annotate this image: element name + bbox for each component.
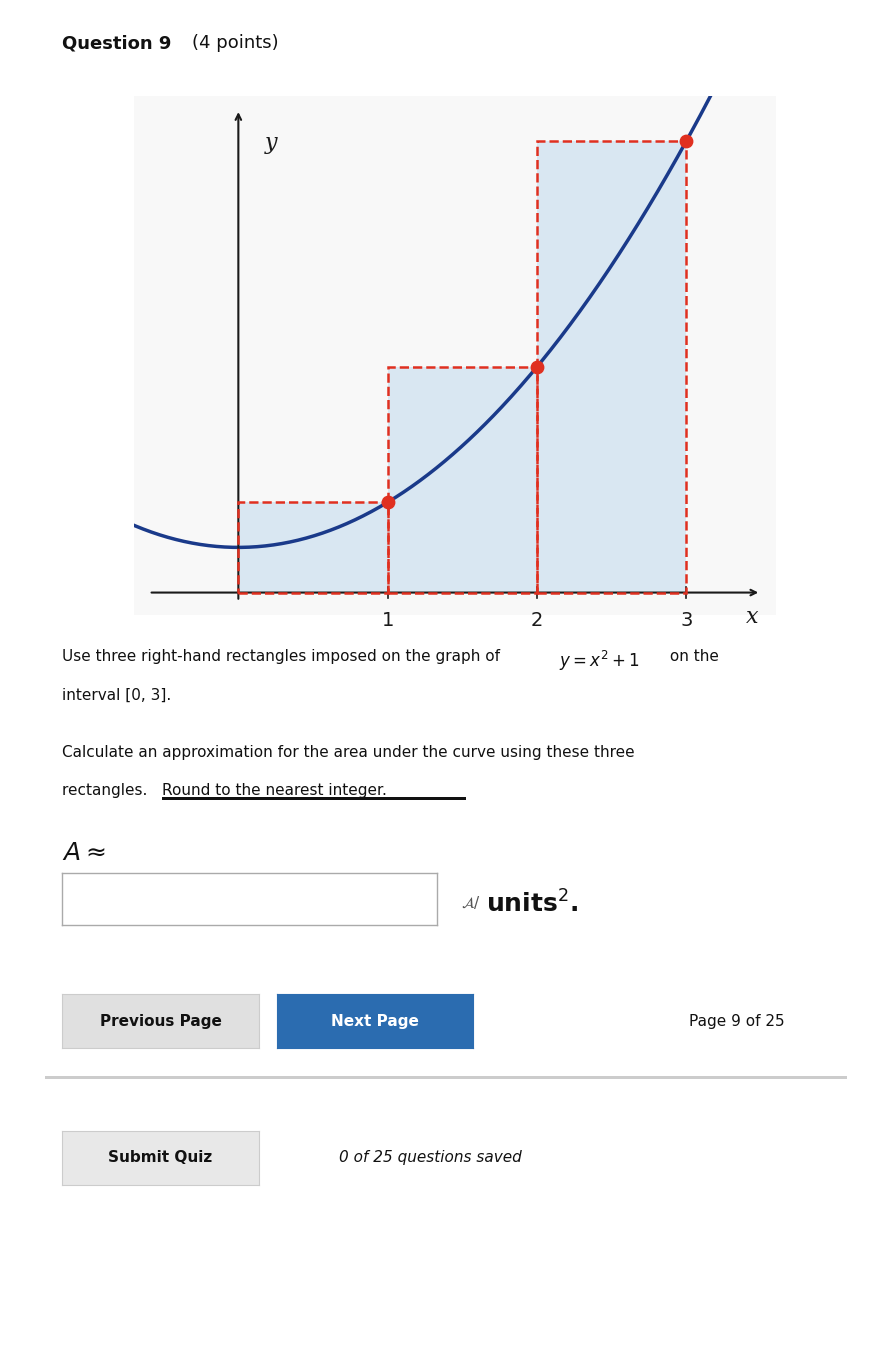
Point <box>680 130 694 152</box>
Polygon shape <box>388 366 537 592</box>
Text: Next Page: Next Page <box>331 1014 418 1028</box>
Polygon shape <box>238 502 388 592</box>
Text: $A \approx$: $A \approx$ <box>62 841 106 865</box>
Text: Previous Page: Previous Page <box>100 1014 221 1028</box>
Text: $y = x^2 + 1$: $y = x^2 + 1$ <box>559 649 640 674</box>
Text: Calculate an approximation for the area under the curve using these three: Calculate an approximation for the area … <box>62 745 635 760</box>
Text: 1: 1 <box>382 611 394 630</box>
Text: rectangles.: rectangles. <box>62 783 153 798</box>
Text: y: y <box>265 131 278 154</box>
Text: x: x <box>746 606 758 627</box>
Text: interval [0, 3].: interval [0, 3]. <box>62 688 171 703</box>
Text: on the: on the <box>665 649 718 664</box>
Text: 2: 2 <box>531 611 543 630</box>
Text: (4 points): (4 points) <box>192 34 278 52</box>
Text: 0 of 25 questions saved: 0 of 25 questions saved <box>339 1151 522 1165</box>
Text: Page 9 of 25: Page 9 of 25 <box>690 1014 785 1028</box>
Text: Use three right-hand rectangles imposed on the graph of: Use three right-hand rectangles imposed … <box>62 649 505 664</box>
Text: $\mathcal{A}$/: $\mathcal{A}$/ <box>461 894 482 912</box>
Text: Round to the nearest integer.: Round to the nearest integer. <box>162 783 387 798</box>
Polygon shape <box>537 141 687 592</box>
Text: Submit Quiz: Submit Quiz <box>109 1151 212 1165</box>
Text: units$^2$.: units$^2$. <box>486 890 578 917</box>
Point <box>381 491 395 513</box>
Text: 3: 3 <box>681 611 692 630</box>
Point <box>530 355 544 377</box>
Text: Question 9: Question 9 <box>62 34 172 52</box>
